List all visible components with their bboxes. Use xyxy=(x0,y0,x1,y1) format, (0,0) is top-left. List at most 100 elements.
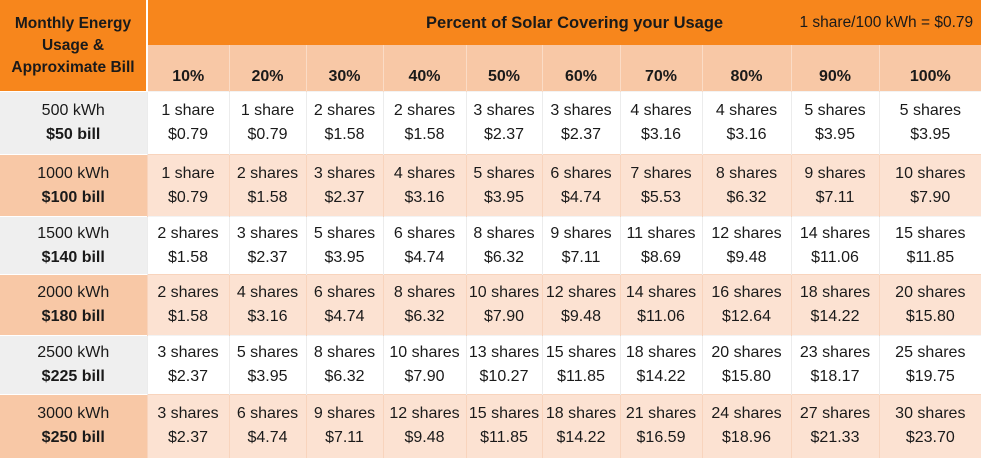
share-cost: $2.37 xyxy=(148,365,229,389)
share-cost: $11.85 xyxy=(467,426,542,450)
share-count: 6 shares xyxy=(384,222,466,246)
table-cell: 3 shares$2.37 xyxy=(306,155,383,217)
share-cost: $19.75 xyxy=(880,365,981,389)
share-cost: $0.79 xyxy=(148,186,229,210)
share-count: 5 shares xyxy=(792,99,879,123)
table-cell: 8 shares$6.32 xyxy=(702,155,791,217)
usage-row-header: 2000 kWh$180 bill xyxy=(0,275,147,336)
share-count: 13 shares xyxy=(467,341,542,365)
share-cost: $3.16 xyxy=(384,186,466,210)
table-cell: 10 shares$7.90 xyxy=(383,336,466,395)
percent-header: 50% xyxy=(466,45,542,92)
table-cell: 3 shares$2.37 xyxy=(147,336,229,395)
table-header: Monthly Energy Usage & Approximate Bill … xyxy=(0,0,981,92)
table-cell: 8 shares$6.32 xyxy=(383,275,466,336)
usage-kwh: 500 kWh xyxy=(0,99,147,123)
share-count: 25 shares xyxy=(880,341,981,365)
share-count: 24 shares xyxy=(703,402,791,426)
table-cell: 2 shares$1.58 xyxy=(147,217,229,275)
table-cell: 27 shares$21.33 xyxy=(791,395,879,458)
share-cost: $12.64 xyxy=(703,305,791,329)
share-cost: $21.33 xyxy=(792,426,879,450)
share-cost: $6.32 xyxy=(703,186,791,210)
share-count: 2 shares xyxy=(148,281,229,305)
share-count: 18 shares xyxy=(543,402,620,426)
share-count: 6 shares xyxy=(307,281,383,305)
share-cost: $14.22 xyxy=(543,426,620,450)
share-cost: $3.95 xyxy=(880,123,981,147)
share-count: 5 shares xyxy=(230,341,306,365)
percent-header: 70% xyxy=(620,45,702,92)
share-count: 4 shares xyxy=(621,99,702,123)
share-cost: $23.70 xyxy=(880,426,981,450)
share-cost: $14.22 xyxy=(792,305,879,329)
share-count: 5 shares xyxy=(307,222,383,246)
usage-kwh: 2000 kWh xyxy=(0,281,147,305)
table-cell: 5 shares$3.95 xyxy=(879,92,981,155)
usage-kwh: 3000 kWh xyxy=(0,402,147,426)
share-count: 8 shares xyxy=(384,281,466,305)
share-count: 14 shares xyxy=(792,222,879,246)
percent-header: 100% xyxy=(879,45,981,92)
percent-header-row: 10% 20% 30% 40% 50% 60% 70% 80% 90% 100% xyxy=(0,45,981,92)
table-cell: 9 shares$7.11 xyxy=(306,395,383,458)
table-cell: 4 shares$3.16 xyxy=(702,92,791,155)
share-cost: $3.16 xyxy=(230,305,306,329)
share-cost: $6.32 xyxy=(467,246,542,270)
share-cost: $2.37 xyxy=(543,123,620,147)
share-cost: $4.74 xyxy=(230,426,306,450)
share-count: 30 shares xyxy=(880,402,981,426)
table-cell: 23 shares$18.17 xyxy=(791,336,879,395)
share-cost: $2.37 xyxy=(307,186,383,210)
table-cell: 2 shares$1.58 xyxy=(306,92,383,155)
share-count: 20 shares xyxy=(880,281,981,305)
share-cost: $6.32 xyxy=(384,305,466,329)
share-cost: $3.16 xyxy=(621,123,702,147)
table-cell: 1 share$0.79 xyxy=(147,92,229,155)
table-cell: 12 shares$9.48 xyxy=(702,217,791,275)
share-cost: $3.95 xyxy=(230,365,306,389)
share-count: 18 shares xyxy=(792,281,879,305)
share-count: 1 share xyxy=(148,162,229,186)
share-count: 3 shares xyxy=(148,341,229,365)
share-count: 9 shares xyxy=(307,402,383,426)
share-count: 27 shares xyxy=(792,402,879,426)
table-cell: 6 shares$4.74 xyxy=(229,395,306,458)
share-count: 2 shares xyxy=(148,222,229,246)
table-cell: 20 shares$15.80 xyxy=(702,336,791,395)
share-cost: $6.32 xyxy=(307,365,383,389)
share-count: 23 shares xyxy=(792,341,879,365)
share-count: 2 shares xyxy=(230,162,306,186)
share-cost: $10.27 xyxy=(467,365,542,389)
share-cost: $3.95 xyxy=(307,246,383,270)
share-cost: $7.90 xyxy=(880,186,981,210)
share-count: 14 shares xyxy=(621,281,702,305)
share-count: 12 shares xyxy=(384,402,466,426)
share-cost: $2.37 xyxy=(148,426,229,450)
share-cost: $7.90 xyxy=(467,305,542,329)
table-cell: 9 shares$7.11 xyxy=(542,217,620,275)
table-cell: 21 shares$16.59 xyxy=(620,395,702,458)
percent-header: 40% xyxy=(383,45,466,92)
percent-header: 10% xyxy=(147,45,229,92)
share-count: 1 share xyxy=(230,99,306,123)
share-cost: $18.17 xyxy=(792,365,879,389)
usage-kwh: 2500 kWh xyxy=(0,341,147,365)
share-count: 8 shares xyxy=(467,222,542,246)
share-cost: $8.69 xyxy=(621,246,702,270)
share-cost: $9.48 xyxy=(703,246,791,270)
table-cell: 18 shares$14.22 xyxy=(791,275,879,336)
percent-header: 30% xyxy=(306,45,383,92)
share-count: 2 shares xyxy=(307,99,383,123)
approximate-bill: $250 bill xyxy=(0,426,147,450)
share-count: 6 shares xyxy=(230,402,306,426)
share-cost: $5.53 xyxy=(621,186,702,210)
share-count: 21 shares xyxy=(621,402,702,426)
share-count: 7 shares xyxy=(621,162,702,186)
table-cell: 25 shares$19.75 xyxy=(879,336,981,395)
table-cell: 4 shares$3.16 xyxy=(383,155,466,217)
usage-row-header: 1000 kWh$100 bill xyxy=(0,155,147,217)
